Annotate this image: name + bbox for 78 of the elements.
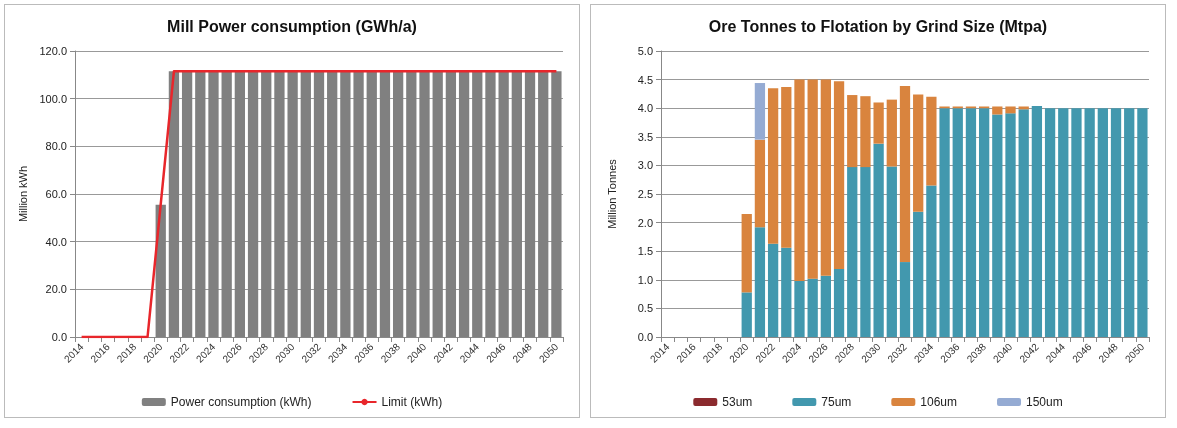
bar: [992, 106, 1003, 115]
bar: [1018, 106, 1029, 110]
bar: [767, 88, 779, 244]
legend-label: 106um: [920, 395, 958, 409]
y-tick-label: 0.0: [637, 331, 653, 343]
bar: [1005, 106, 1016, 114]
bar: [807, 278, 818, 337]
y-tick-label: 40.0: [45, 235, 67, 248]
bar: [952, 108, 963, 337]
legend-label: 75um: [821, 395, 852, 409]
bar: [1084, 108, 1095, 337]
bar: [754, 139, 766, 228]
y-tick-label: 20.0: [45, 283, 67, 296]
bar: [820, 275, 832, 337]
bar: [847, 167, 858, 337]
bar: [1018, 109, 1029, 337]
y-tick-label: 1.5: [637, 245, 653, 258]
y-tick-label: 2.0: [637, 216, 653, 229]
y-tick-label: 100.0: [39, 92, 67, 105]
bar: [1110, 108, 1122, 337]
bar: [1031, 105, 1043, 337]
bar: [873, 102, 884, 144]
bar: [833, 268, 845, 337]
bar: [794, 280, 805, 337]
bar: [1058, 108, 1069, 337]
y-tick-label: 0.5: [637, 302, 653, 315]
bar: [992, 114, 1003, 337]
y-tick-label: 0.0: [51, 331, 67, 343]
bar: [847, 95, 858, 168]
y-tick-label: 3.0: [637, 159, 653, 172]
bar: [820, 79, 832, 276]
bar: [754, 83, 766, 140]
y-axis-title: Million kWh: [17, 165, 30, 223]
legend-label: Limit (kWh): [381, 395, 443, 409]
y-tick-label: 1.0: [637, 273, 653, 286]
bar: [886, 166, 897, 337]
y-tick-label: 60.0: [45, 188, 67, 200]
legend-label: 150um: [1026, 395, 1063, 409]
bar: [741, 214, 752, 293]
bar: [965, 108, 977, 337]
y-tick-label: 5.0: [637, 45, 653, 57]
bar: [807, 79, 818, 279]
y-tick-label: 4.5: [637, 73, 653, 86]
y-tick-label: 4.0: [637, 102, 653, 115]
bar: [754, 227, 766, 337]
bar: [1097, 108, 1108, 337]
chart-title: Mill Power consumption (GWh/a): [167, 17, 417, 35]
bar: [978, 108, 990, 337]
bar: [833, 81, 845, 269]
bar: [1071, 108, 1082, 337]
y-tick-label: 3.5: [637, 130, 653, 143]
bar: [741, 292, 752, 337]
legend-label: 53um: [722, 395, 753, 409]
bar: [886, 99, 897, 167]
bar: [926, 185, 937, 337]
bar: [1005, 113, 1016, 337]
bar: [873, 143, 884, 337]
chart-title: Ore Tonnes to Flotation by Grind Size (Mtpa): [708, 17, 1048, 35]
bar: [1137, 108, 1148, 337]
bar: [926, 96, 937, 186]
bar: [913, 94, 924, 212]
bar: [1124, 108, 1135, 337]
y-tick-label: 120.0: [39, 45, 67, 57]
bar: [767, 243, 779, 337]
bar: [794, 79, 805, 281]
bar: [913, 211, 924, 337]
bar: [899, 85, 911, 263]
y-tick-label: 2.5: [637, 188, 653, 200]
bar: [899, 262, 911, 337]
bar: [781, 87, 792, 248]
legend-label: Power consumption (kWh): [170, 395, 312, 409]
y-tick-label: 80.0: [45, 140, 67, 153]
bar: [781, 247, 792, 337]
bar: [860, 96, 871, 168]
bar: [939, 108, 950, 337]
bar: [1044, 108, 1056, 337]
y-axis-title: Million Tonnes: [605, 158, 618, 229]
bar: [860, 167, 871, 337]
